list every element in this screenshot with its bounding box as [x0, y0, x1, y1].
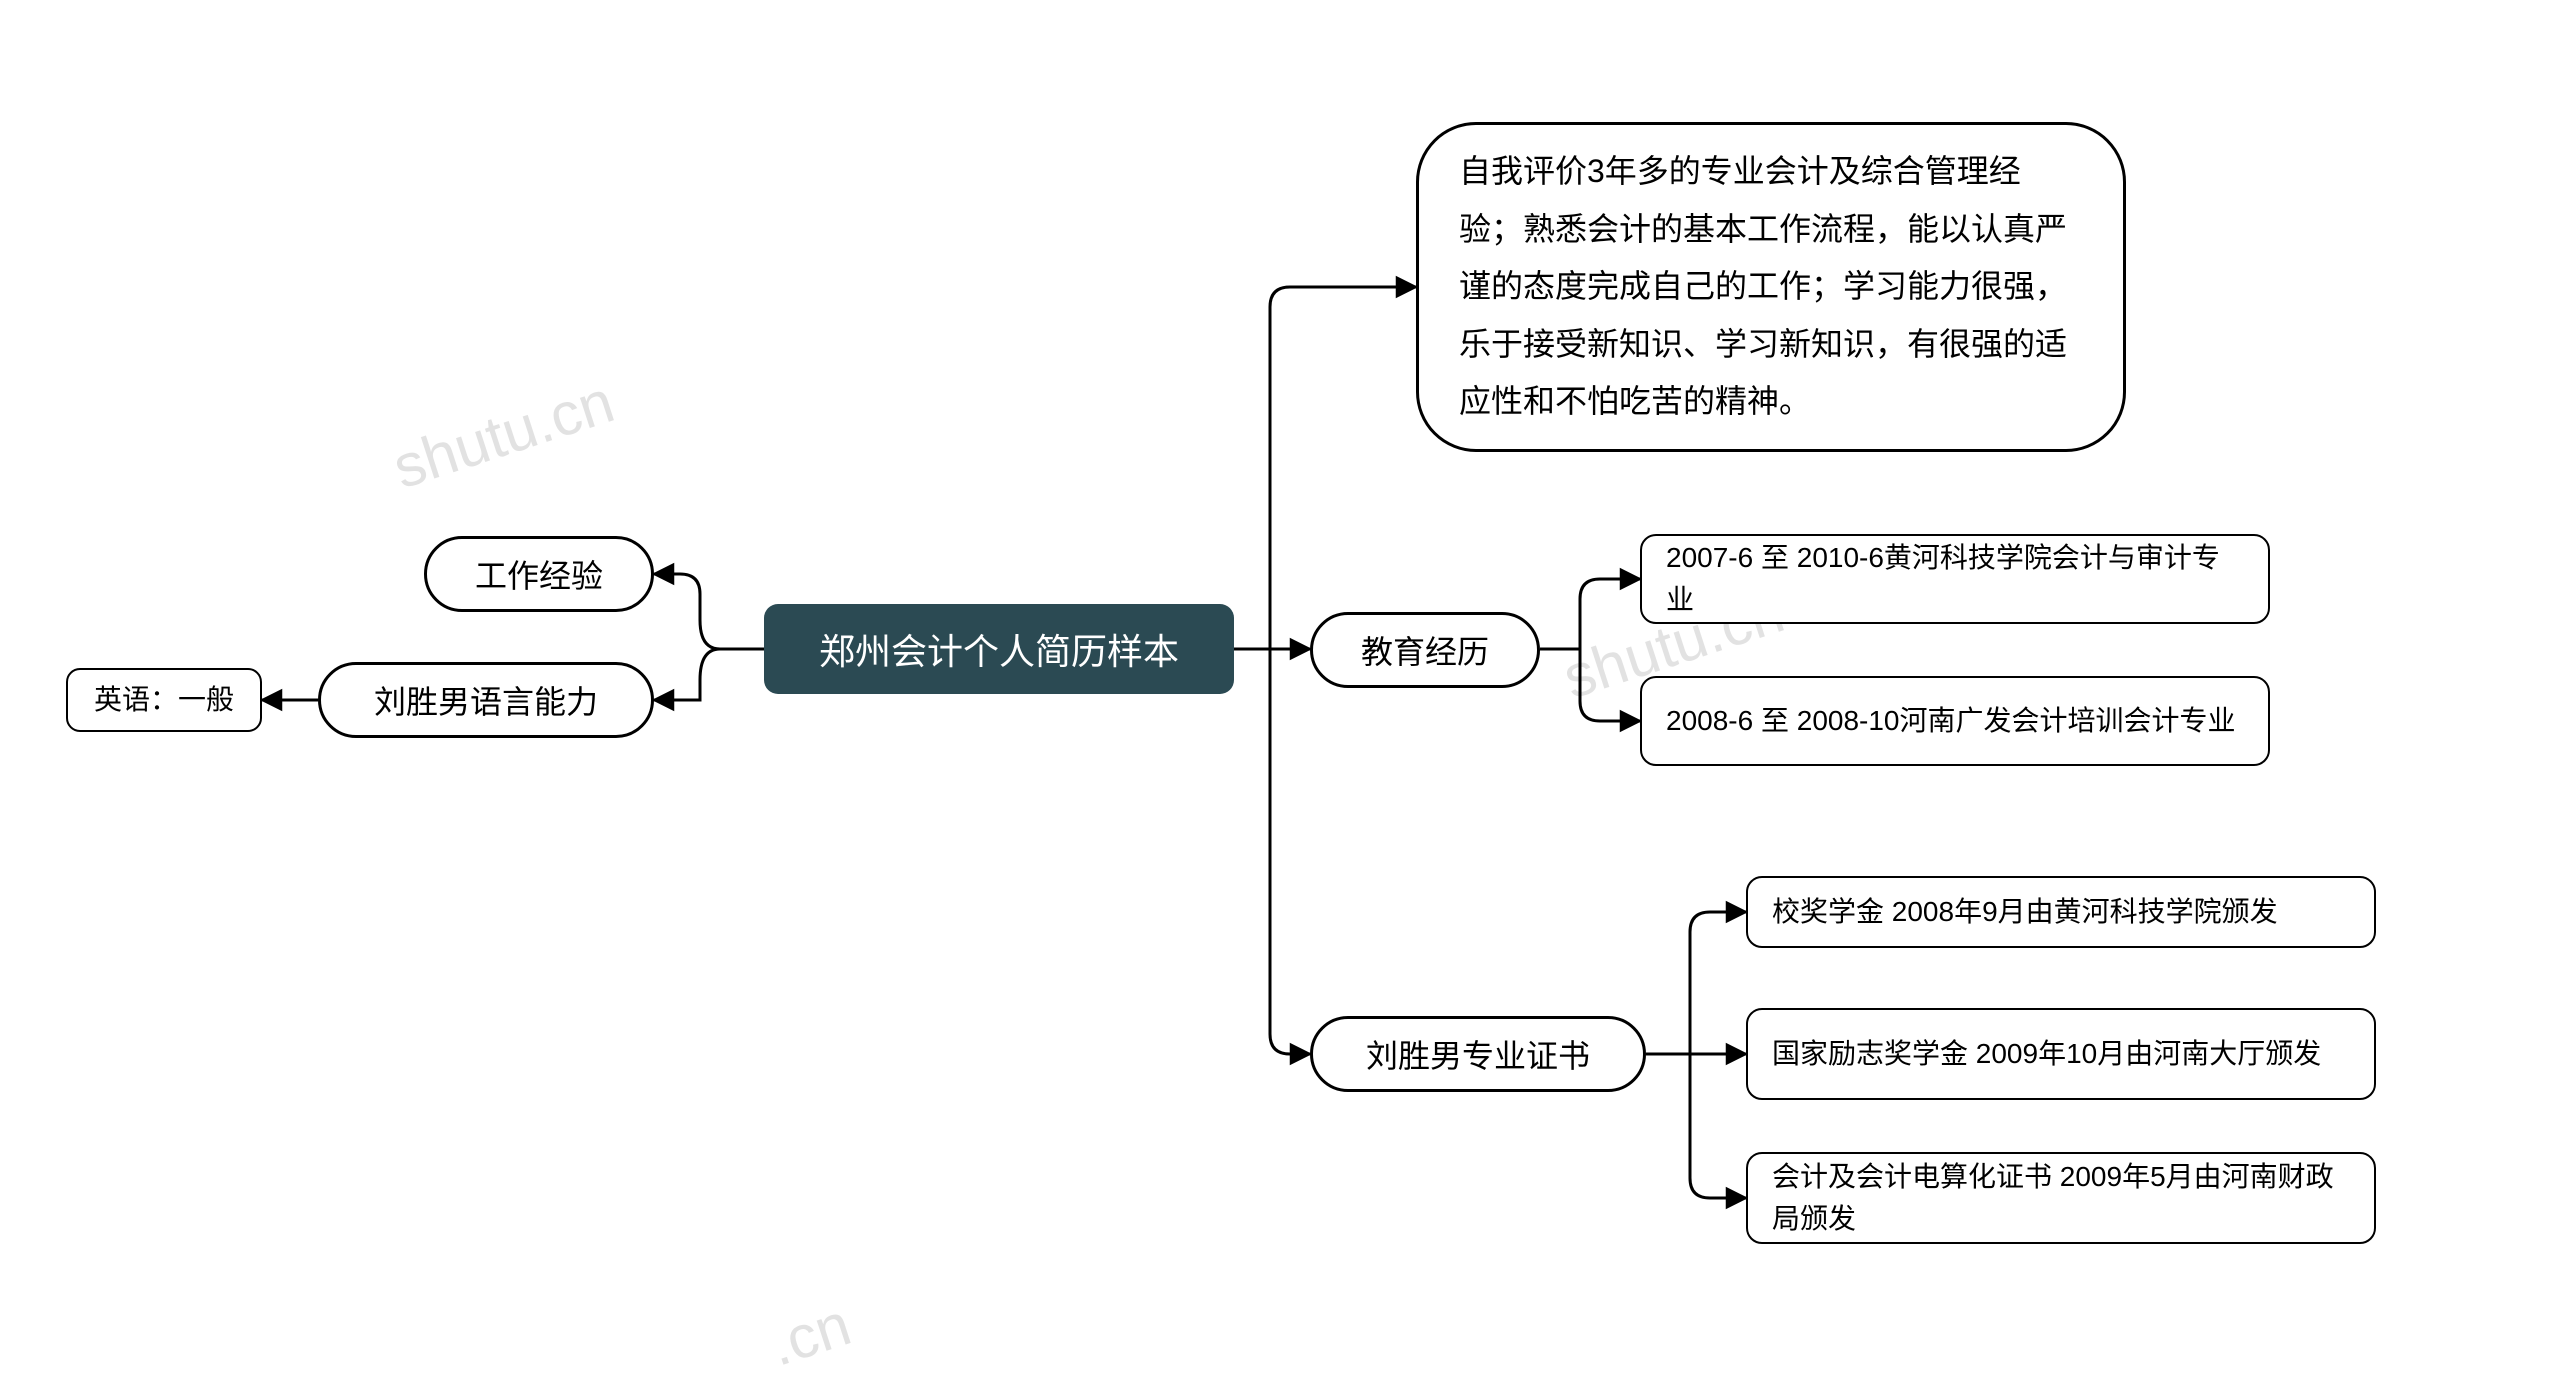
- branch-work-experience: 工作经验: [424, 536, 654, 612]
- leaf-self-evaluation: 自我评价3年多的专业会计及综合管理经验；熟悉会计的基本工作流程，能以认真严谨的态…: [1416, 122, 2126, 452]
- leaf-english-level: 英语：一般: [66, 668, 262, 732]
- branch-language-ability: 刘胜男语言能力: [318, 662, 654, 738]
- watermark: shutu.cn: [385, 367, 622, 503]
- leaf-education-1: 2007-6 至 2010-6黄河科技学院会计与审计专业: [1640, 534, 2270, 624]
- branch-certificates: 刘胜男专业证书: [1310, 1016, 1646, 1092]
- branch-education: 教育经历: [1310, 612, 1540, 688]
- leaf-education-2: 2008-6 至 2008-10河南广发会计培训会计专业: [1640, 676, 2270, 766]
- root-node: 郑州会计个人简历样本: [764, 604, 1234, 694]
- leaf-cert-2: 国家励志奖学金 2009年10月由河南大厅颁发: [1746, 1008, 2376, 1100]
- leaf-cert-1: 校奖学金 2008年9月由黄河科技学院颁发: [1746, 876, 2376, 948]
- leaf-cert-3: 会计及会计电算化证书 2009年5月由河南财政局颁发: [1746, 1152, 2376, 1244]
- watermark: .cn: [761, 1289, 858, 1379]
